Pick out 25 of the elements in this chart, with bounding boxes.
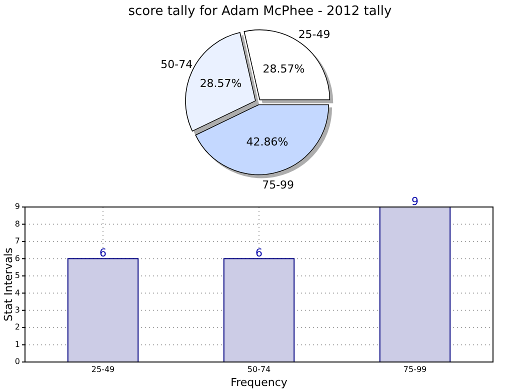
x-tick-label: 50-74: [247, 365, 271, 374]
data-label: 6: [256, 246, 262, 260]
data-label: 9: [412, 195, 418, 208]
y-tick-label: 1: [14, 340, 20, 349]
y-tick-label: 3: [14, 306, 20, 315]
y-tick-label: 2: [14, 322, 20, 332]
data-label: 42.86%: [246, 135, 288, 148]
y-tick-label: 4: [14, 288, 20, 298]
y-tick-label: 9: [14, 202, 20, 212]
slice-label: 75-99: [262, 178, 294, 192]
y-tick-label: 5: [14, 271, 20, 280]
data-label: 6: [100, 246, 106, 260]
data-label: 28.57%: [200, 77, 242, 90]
x-tick-label: 75-99: [403, 365, 427, 374]
data-label: 28.57%: [262, 62, 305, 76]
y-axis-title: Stat Intervals: [2, 247, 15, 322]
y-tick-label: 0: [14, 357, 20, 366]
x-tick-label: 25-49: [91, 365, 115, 374]
y-tick-label: 6: [14, 254, 20, 263]
y-tick-label: 7: [14, 236, 20, 246]
y-tick-label: 8: [14, 219, 20, 228]
chart-title: score tally for Adam McPhee - 2012 tally: [128, 4, 392, 19]
slice-label: 50-74: [160, 58, 193, 71]
x-axis-title: Frequency: [230, 376, 288, 389]
slice-label: 25-49: [298, 28, 330, 42]
